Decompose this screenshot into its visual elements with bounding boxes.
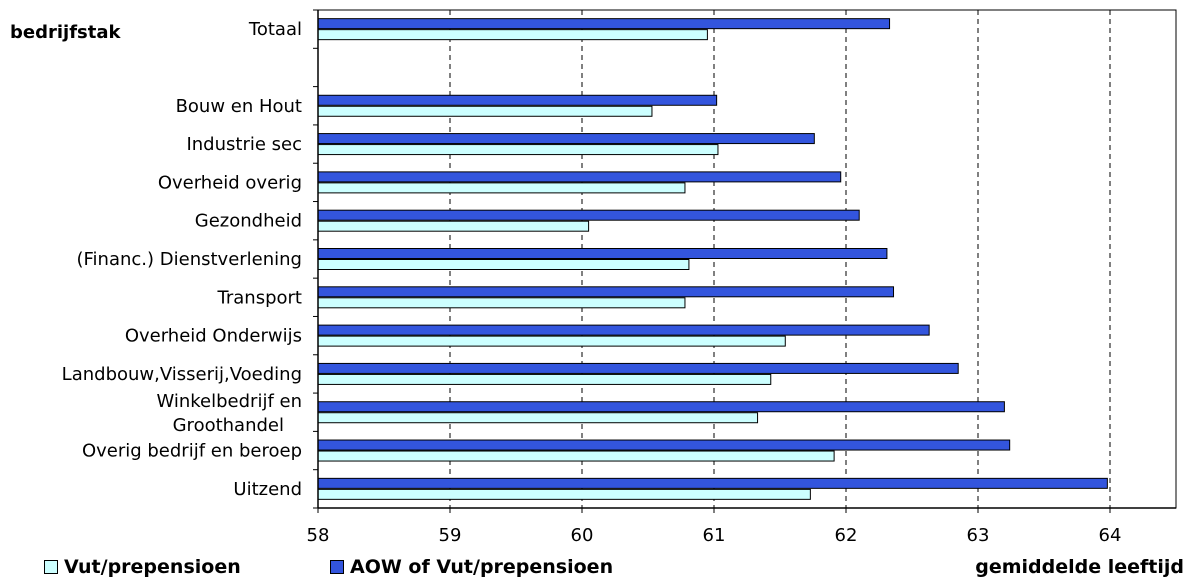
category-label: Bouw en Hout [176,96,302,117]
legend-item-aow: AOW of Vut/prepensioen [330,556,613,578]
bar-aow [317,248,888,259]
legend-swatch-aow [330,560,344,574]
bar-vut [317,373,772,385]
x-axis-label: gemiddelde leeftijd [975,556,1184,578]
category-label: (Financ.) Dienstverlening [76,249,302,270]
bar-vut [317,450,835,462]
x-tick-labels: 58 59 60 61 62 63 64 [307,525,1122,546]
bar-vut [317,297,686,309]
category-label: Landbouw,Visserij,Voeding [62,364,302,385]
x-tick-label: 59 [439,525,462,546]
category-label: Gezondheid [195,211,302,232]
bar-aow [317,401,1005,413]
category-label: Industrie sec [186,134,302,155]
bar-vut [317,105,653,117]
x-tick-label: 61 [703,525,726,546]
bar-aow [317,286,895,298]
bar-aow [317,209,860,221]
category-label: Totaal [248,19,302,40]
x-tick-label: 58 [307,525,330,546]
bar-vut [317,259,690,270]
bar-aow [317,362,959,374]
axes [313,9,1177,513]
bar-vut [317,29,708,41]
bar-aow [317,18,891,30]
bar-vut [317,144,719,156]
bar-aow [317,94,718,106]
bars [317,18,1108,500]
category-label: Overheid overig [158,172,302,193]
legend-label-aow: AOW of Vut/prepensioen [350,556,614,578]
grid-lines [449,10,1111,508]
bar-aow [317,171,842,183]
bar-vut [317,488,811,500]
category-label: Winkelbedrijf en Groothandel [156,391,302,436]
bar-vut [317,412,759,424]
category-label: Transport [217,287,302,308]
bar-aow [317,133,815,145]
x-tick-label: 62 [835,525,858,546]
bar-vut [317,335,786,347]
legend-swatch-vut [44,560,58,574]
category-header: bedrijfstak [10,22,121,43]
category-label: Uitzend [233,479,302,500]
category-label: Overheid Onderwijs [125,326,302,347]
bar-aow [317,439,1011,451]
bar-vut [317,182,686,194]
bar-aow [317,324,930,336]
category-label: Overig bedrijf en beroep [82,441,302,462]
legend-item-vut: Vut/prepensioen [44,556,241,578]
category-labels: Totaal Bouw en Hout Industrie sec Overheid … [62,19,302,500]
x-tick-label: 60 [571,525,594,546]
bar-vut [317,220,590,232]
bar-aow [317,477,1108,489]
x-tick-label: 64 [1099,525,1122,546]
legend-label-vut: Vut/prepensioen [64,556,241,578]
x-tick-label: 63 [967,525,990,546]
